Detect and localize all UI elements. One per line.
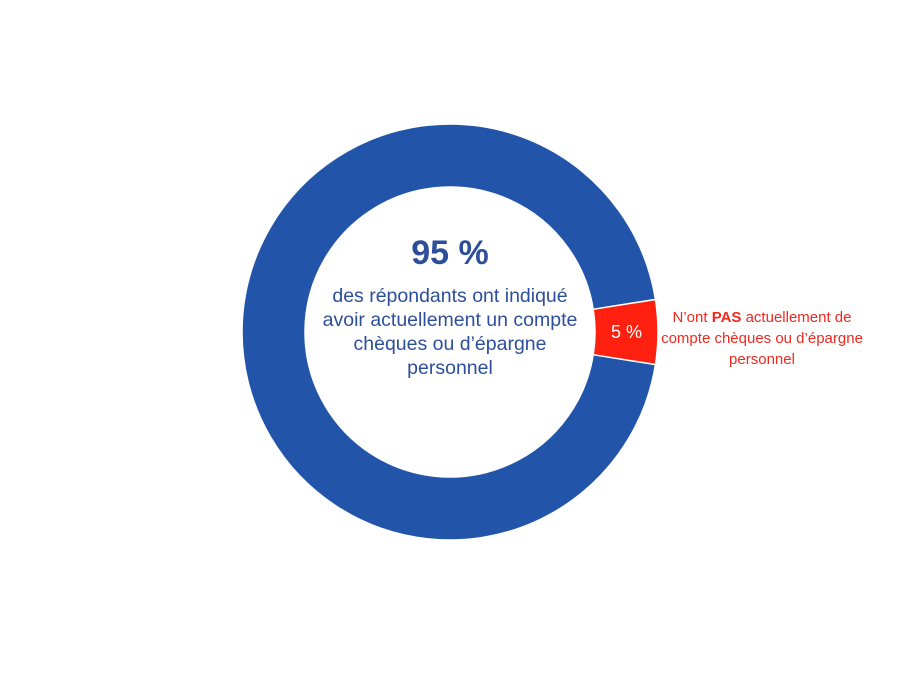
annotation-suffix: actuellement de compte chèques ou d’épar… (661, 309, 863, 368)
slice-data-label: 5 % (611, 322, 642, 342)
annotation-prefix: N’ont (672, 309, 712, 326)
annotation-emphasis: PAS (711, 309, 742, 326)
donut-slice-1 (241, 123, 657, 541)
center-text: des répondants ont indiqué avoir actuell… (322, 285, 578, 379)
slice-annotation: N’ont PAS actuellement de compte chèques… (660, 307, 864, 370)
center-value: 95 % (411, 234, 489, 272)
donut-slice-2 (592, 298, 659, 366)
